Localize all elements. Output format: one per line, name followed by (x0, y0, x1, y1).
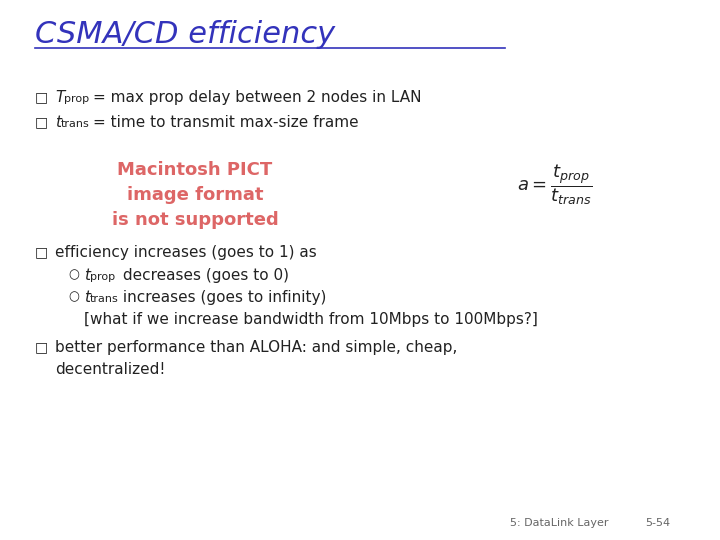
Text: □: □ (35, 245, 48, 259)
Text: = time to transmit max-size frame: = time to transmit max-size frame (93, 115, 359, 130)
Text: $a = \dfrac{t_{prop}}{t_{trans}}$: $a = \dfrac{t_{prop}}{t_{trans}}$ (518, 163, 593, 207)
Text: ○: ○ (68, 268, 79, 281)
Text: prop: prop (90, 272, 115, 282)
Text: trans: trans (90, 294, 119, 304)
Text: decentralized!: decentralized! (55, 362, 166, 377)
Text: □: □ (35, 115, 48, 129)
Text: □: □ (35, 340, 48, 354)
Text: efficiency increases (goes to 1) as: efficiency increases (goes to 1) as (55, 245, 317, 260)
Text: CSMA/CD efficiency: CSMA/CD efficiency (35, 20, 335, 49)
Text: decreases (goes to 0): decreases (goes to 0) (118, 268, 289, 283)
Text: better performance than ALOHA: and simple, cheap,: better performance than ALOHA: and simpl… (55, 340, 457, 355)
Text: = max prop delay between 2 nodes in LAN: = max prop delay between 2 nodes in LAN (93, 90, 421, 105)
Text: Macintosh PICT
image format
is not supported: Macintosh PICT image format is not suppo… (112, 161, 279, 229)
Text: 5-54: 5-54 (645, 518, 670, 528)
Text: T: T (55, 90, 64, 105)
Text: t: t (55, 115, 61, 130)
Text: t: t (84, 290, 90, 305)
Text: trans: trans (61, 119, 90, 129)
Text: ○: ○ (68, 290, 79, 303)
Text: prop: prop (64, 94, 89, 104)
Text: t: t (84, 268, 90, 283)
Text: increases (goes to infinity): increases (goes to infinity) (118, 290, 326, 305)
Text: [what if we increase bandwidth from 10Mbps to 100Mbps?]: [what if we increase bandwidth from 10Mb… (84, 312, 538, 327)
Text: □: □ (35, 90, 48, 104)
Text: 5: DataLink Layer: 5: DataLink Layer (510, 518, 608, 528)
